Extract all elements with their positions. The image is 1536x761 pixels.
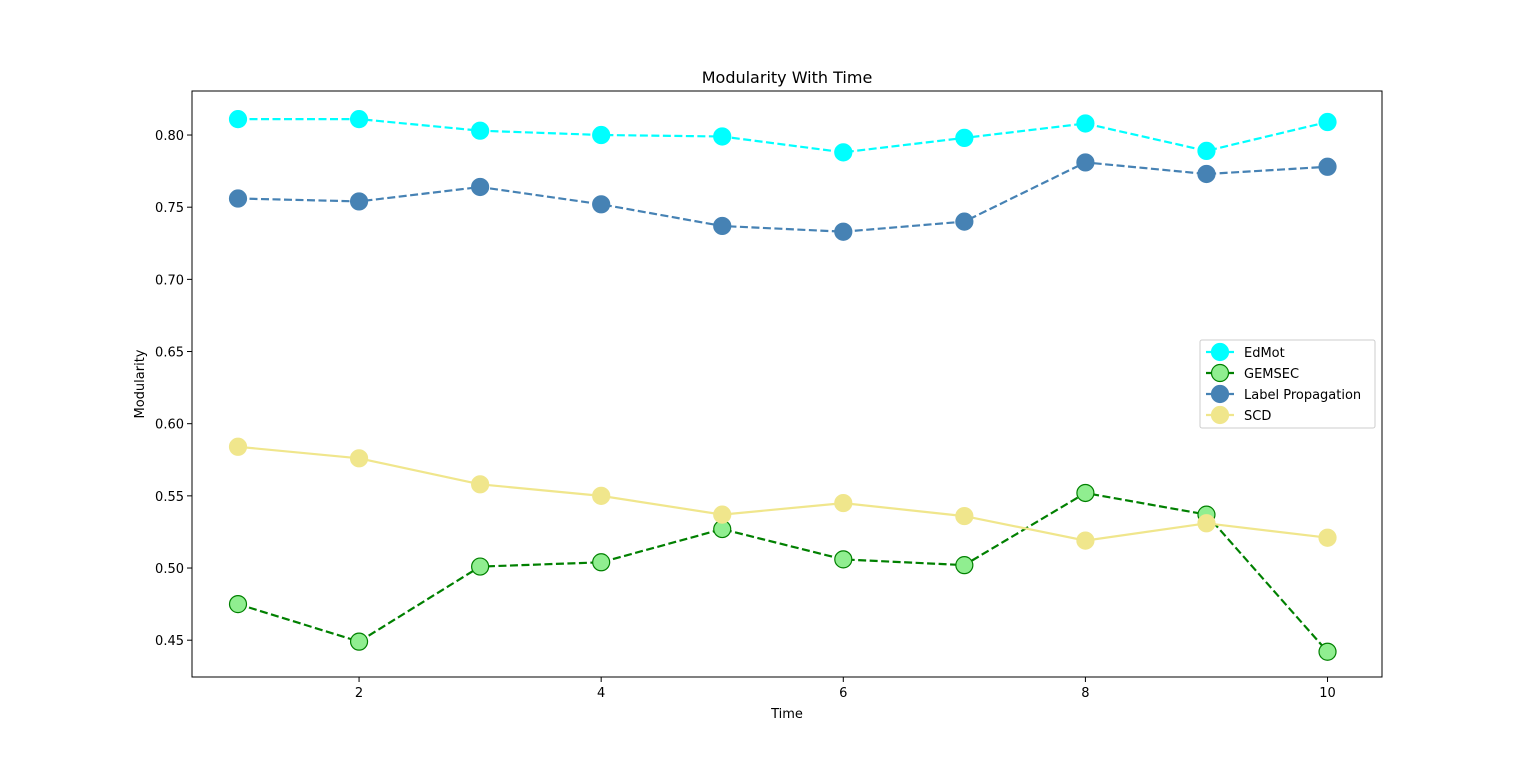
series-line-scd: [237, 445, 1328, 542]
x-axis: 2 4 6 8 10: [355, 677, 1336, 701]
series-line-edmot: [238, 117, 1328, 154]
data-point: [349, 632, 369, 651]
series-gemsec: [228, 483, 1337, 661]
data-point: [955, 506, 974, 526]
data-point: [349, 449, 369, 468]
data-point: [592, 195, 611, 214]
data-point: [1318, 112, 1337, 132]
legend-marker: [1210, 363, 1230, 383]
data-point: [713, 127, 732, 146]
data-point: [228, 595, 248, 614]
legend-box: [1199, 339, 1376, 429]
data-point: [471, 177, 490, 197]
data-point: [592, 553, 611, 572]
data-point: [713, 216, 732, 236]
data-point: [834, 493, 853, 513]
data-point: [1076, 483, 1095, 503]
legend-item-label-propagation: Label Propagation: [1206, 384, 1361, 404]
legend-label: EdMot: [1244, 346, 1285, 361]
y-tick-label: 0.65: [155, 346, 184, 361]
legend: EdMot GEMSEC Label Propagation SCD: [1199, 339, 1376, 429]
y-tick-label: 0.80: [155, 129, 184, 144]
y-tick-label: 0.75: [155, 201, 184, 216]
legend-label: SCD: [1244, 409, 1271, 424]
data-point: [834, 550, 853, 569]
y-tick-label: 0.70: [155, 273, 184, 288]
data-point: [349, 192, 369, 211]
data-point: [228, 189, 248, 208]
series-label-propagation: [228, 153, 1337, 241]
x-axis-label: Time: [770, 707, 803, 722]
y-tick-label: 0.50: [155, 562, 184, 577]
y-axis-label: Modularity: [133, 349, 148, 418]
data-point: [1318, 642, 1337, 661]
data-point: [1318, 157, 1337, 176]
legend-marker: [1210, 342, 1230, 362]
y-axis: 0.45 0.50 0.55 0.60 0.65 0.70 0.75 0.80: [155, 129, 192, 649]
legend-item-gemsec: GEMSEC: [1206, 363, 1299, 383]
series-line-label-propagation: [237, 161, 1328, 233]
data-point: [1076, 531, 1095, 550]
data-point: [228, 437, 248, 456]
series-edmot: [228, 110, 1337, 162]
y-tick-label: 0.55: [155, 490, 184, 505]
data-point: [1318, 528, 1337, 547]
data-point: [955, 212, 974, 231]
x-tick-label: 2: [355, 686, 363, 701]
legend-marker: [1210, 405, 1230, 425]
data-point: [592, 125, 611, 145]
plot-area: [228, 110, 1337, 661]
chart-title: Modularity With Time: [702, 68, 873, 87]
legend-label: GEMSEC: [1244, 367, 1299, 382]
data-point: [592, 486, 611, 505]
data-point: [471, 557, 490, 576]
axes-frame: [191, 90, 1383, 678]
y-tick-label: 0.60: [155, 418, 184, 433]
legend-item-edmot: EdMot: [1206, 342, 1285, 362]
x-tick-label: 10: [1319, 686, 1336, 701]
data-point: [955, 128, 974, 148]
data-point: [471, 475, 490, 494]
data-point: [955, 556, 974, 575]
x-tick-label: 4: [597, 686, 605, 701]
data-point: [834, 222, 853, 241]
data-point: [1197, 514, 1216, 533]
y-tick-label: 0.45: [155, 634, 184, 649]
x-tick-label: 8: [1081, 686, 1089, 701]
data-point: [471, 121, 490, 140]
data-point: [834, 143, 853, 162]
data-point: [228, 110, 248, 129]
legend-item-scd: SCD: [1206, 405, 1271, 425]
data-point: [1197, 141, 1216, 160]
series-line-gemsec: [237, 491, 1329, 653]
x-tick-label: 6: [839, 686, 847, 701]
legend-marker: [1210, 384, 1230, 404]
data-point: [713, 505, 732, 524]
series-scd: [228, 437, 1337, 550]
data-point: [1076, 153, 1095, 172]
data-point: [1076, 114, 1095, 133]
data-point: [1197, 164, 1216, 184]
data-point: [349, 110, 369, 129]
legend-label: Label Propagation: [1244, 388, 1361, 403]
